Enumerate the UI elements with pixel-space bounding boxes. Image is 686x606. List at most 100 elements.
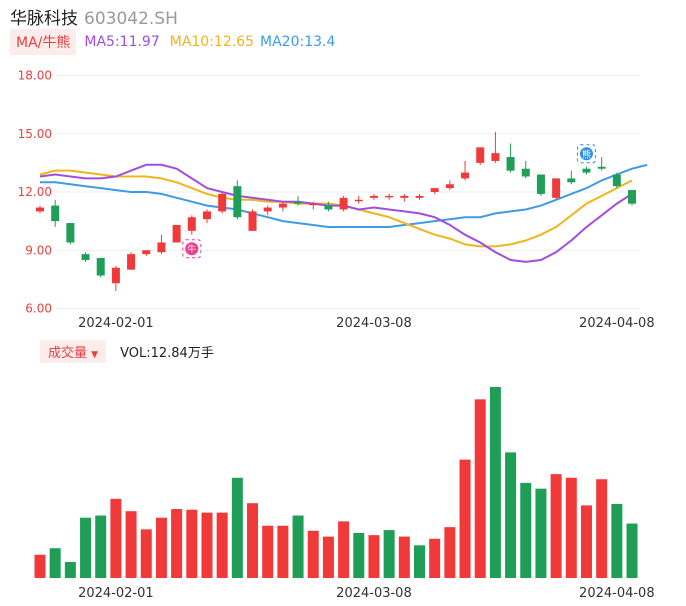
- bull-marker-label: 牛: [187, 243, 196, 255]
- bear-marker-label: 熊: [582, 148, 591, 160]
- volume-bar: [550, 474, 562, 578]
- volume-bar: [110, 498, 122, 578]
- volume-bar: [565, 477, 577, 578]
- candle-body: [218, 193, 227, 212]
- candle-body: [567, 178, 576, 183]
- volume-bar: [580, 505, 592, 578]
- candle-body: [81, 254, 90, 260]
- candle-body: [157, 242, 166, 253]
- ma20-line: [40, 163, 648, 228]
- volume-x-tick-label: 2024-02-01: [78, 586, 154, 601]
- volume-bar: [429, 538, 441, 578]
- volume-bar: [459, 459, 471, 578]
- ma10-label: MA10:12.65: [169, 34, 255, 50]
- ma5-label: MA5:11.97: [84, 34, 160, 50]
- candle-body: [142, 250, 151, 255]
- volume-bar: [34, 554, 46, 578]
- volume-bar: [322, 536, 334, 578]
- ma-legend: MA/牛熊 MA5:11.97 MA10:12.65 MA20:13.4: [10, 29, 336, 55]
- volume-bar: [95, 515, 107, 578]
- volume-bar: [444, 527, 456, 578]
- candle-body: [187, 217, 196, 231]
- candle-body: [369, 195, 378, 198]
- candle-body: [66, 223, 75, 243]
- volume-bar: [80, 517, 92, 578]
- volume-bar: [231, 477, 243, 578]
- candle-body: [309, 203, 318, 206]
- volume-bar: [626, 523, 638, 578]
- candle-body: [96, 258, 105, 276]
- candle-body: [263, 207, 272, 212]
- candle-body: [445, 184, 454, 189]
- candle-body: [233, 186, 242, 218]
- candle-body: [521, 168, 530, 177]
- volume-bar: [140, 529, 152, 578]
- candle-body: [400, 195, 409, 198]
- candle-body: [385, 195, 394, 198]
- candle-body: [354, 199, 363, 202]
- y-tick-label: 6.00: [25, 302, 52, 316]
- ma5-line: [39, 163, 633, 263]
- candle-body: [294, 201, 303, 204]
- volume-bar: [216, 512, 228, 578]
- volume-bar: [307, 530, 319, 578]
- volume-bar: [201, 512, 213, 578]
- candle-body: [628, 190, 637, 204]
- volume-bar: [155, 517, 167, 578]
- candle-body: [612, 174, 621, 187]
- volume-bar: [383, 530, 395, 578]
- x-tick-label: 2024-03-08: [336, 316, 412, 331]
- volume-bar: [262, 525, 274, 578]
- volume-toggle-button[interactable]: 成交量 ▼: [40, 339, 107, 363]
- caret-down-icon: ▼: [91, 349, 99, 360]
- volume-x-tick-label: 2024-04-08: [579, 586, 655, 601]
- ma-toggle-button[interactable]: MA/牛熊: [10, 29, 77, 55]
- y-tick-label: 12.00: [18, 185, 52, 199]
- y-tick-label: 15.00: [18, 127, 52, 141]
- bear-marker: [579, 147, 593, 161]
- candle-body: [202, 211, 211, 220]
- volume-bar: [125, 511, 137, 578]
- ma20-label: MA20:13.4: [260, 34, 336, 50]
- stock-code: 603042.SH: [84, 9, 178, 29]
- volume-x-tick-label: 2024-03-08: [336, 586, 412, 601]
- candle-body: [430, 188, 439, 192]
- candle-body: [506, 157, 515, 171]
- volume-toggle-label: 成交量: [48, 345, 88, 361]
- candle-body: [339, 197, 348, 210]
- candle-body: [491, 153, 500, 161]
- candle-body: [51, 205, 60, 222]
- volume-bar: [277, 525, 289, 578]
- y-tick-label: 9.00: [25, 243, 52, 257]
- candle-body: [536, 174, 545, 194]
- x-tick-label: 2024-02-01: [78, 316, 154, 331]
- candle-body: [461, 172, 470, 179]
- volume-bar: [611, 503, 623, 578]
- candle-body: [597, 166, 606, 169]
- candle-body: [111, 267, 120, 284]
- candle-body: [552, 178, 561, 198]
- volume-bar: [368, 535, 380, 578]
- volume-bar: [247, 503, 259, 578]
- volume-value: VOL:12.84万手: [120, 345, 214, 361]
- volume-bar: [338, 521, 350, 578]
- candle-body: [476, 147, 485, 163]
- volume-bar: [49, 548, 61, 578]
- candle-body: [415, 195, 424, 198]
- candle-body: [172, 225, 181, 243]
- volume-bar: [535, 488, 547, 578]
- volume-bar: [398, 536, 410, 578]
- bull-marker: [185, 242, 199, 256]
- candle-body: [127, 254, 136, 270]
- volume-bar: [292, 515, 304, 578]
- candle-body: [324, 205, 333, 210]
- volume-bar: [505, 452, 517, 578]
- volume-bar: [414, 545, 425, 578]
- volume-bar: [474, 399, 486, 578]
- marker-frame: [182, 239, 202, 259]
- volume-bar: [186, 509, 198, 578]
- candle-body: [582, 168, 591, 173]
- candle-body: [278, 203, 287, 208]
- stock-name: 华脉科技: [10, 9, 78, 29]
